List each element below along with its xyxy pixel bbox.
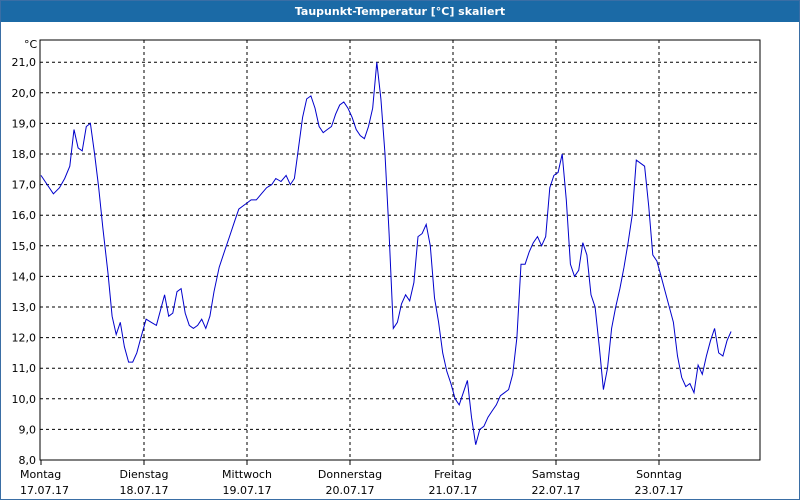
y-tick-label: 13,0 [12, 301, 37, 314]
x-tick-date-label: 17.07.17 [20, 484, 69, 497]
y-tick-label: 21,0 [12, 56, 37, 69]
y-tick-label: 18,0 [12, 148, 37, 161]
y-axis-ticks: 8,0 9,0 10,0 11,0 12,0 13,0 14,0 15,0 16,0 17,0 18… [12, 56, 37, 467]
dewpoint-series-line [40, 62, 732, 445]
plot-area-frame [39, 39, 761, 461]
x-tick-date-label: 18.07.17 [120, 484, 169, 497]
y-axis-unit-label: °C [24, 38, 38, 51]
y-tick-label: 8,0 [19, 454, 37, 467]
y-tick-label: 10,0 [12, 393, 37, 406]
x-tick-date-label: 22.07.17 [532, 484, 581, 497]
x-tick-date-label: 19.07.17 [223, 484, 272, 497]
y-tick-label: 14,0 [12, 270, 37, 283]
y-tick-label: 16,0 [12, 209, 37, 222]
x-tick-day-label: Donnerstag [318, 468, 382, 481]
x-axis-ticks: Montag 17.07.17 Dienstag 18.07.17 Mittwoch 19… [20, 460, 683, 497]
y-tick-label: 19,0 [12, 117, 37, 130]
x-tick-date-label: 21.07.17 [429, 484, 478, 497]
y-tick-label: 20,0 [12, 87, 37, 100]
window-title: Taupunkt-Temperatur [°C] skaliert [1, 1, 799, 22]
x-tick-date-label: 20.07.17 [326, 484, 375, 497]
y-tick-label: 11,0 [12, 362, 37, 375]
x-tick-day-label: Montag [20, 468, 61, 481]
x-tick-day-label: Samstag [532, 468, 580, 481]
y-tick-label: 9,0 [19, 423, 37, 436]
x-tick-day-label: Sonntag [636, 468, 682, 481]
x-tick-date-label: 23.07.17 [635, 484, 684, 497]
y-tick-label: 17,0 [12, 179, 37, 192]
x-tick-day-label: Freitag [434, 468, 472, 481]
x-tick-day-label: Mittwoch [222, 468, 272, 481]
y-tick-label: 12,0 [12, 332, 37, 345]
y-tick-label: 15,0 [12, 240, 37, 253]
grid-lines [40, 40, 760, 461]
x-tick-day-label: Dienstag [119, 468, 168, 481]
